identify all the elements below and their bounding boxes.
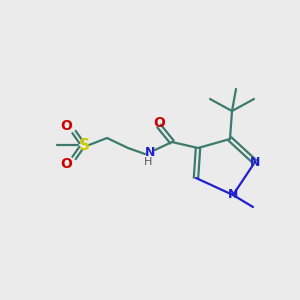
- Text: O: O: [60, 119, 72, 133]
- Text: H: H: [144, 157, 152, 167]
- Text: N: N: [250, 155, 260, 169]
- Text: S: S: [79, 137, 89, 152]
- Text: N: N: [145, 146, 155, 158]
- Text: O: O: [153, 116, 165, 130]
- Text: N: N: [228, 188, 238, 202]
- Text: O: O: [60, 157, 72, 171]
